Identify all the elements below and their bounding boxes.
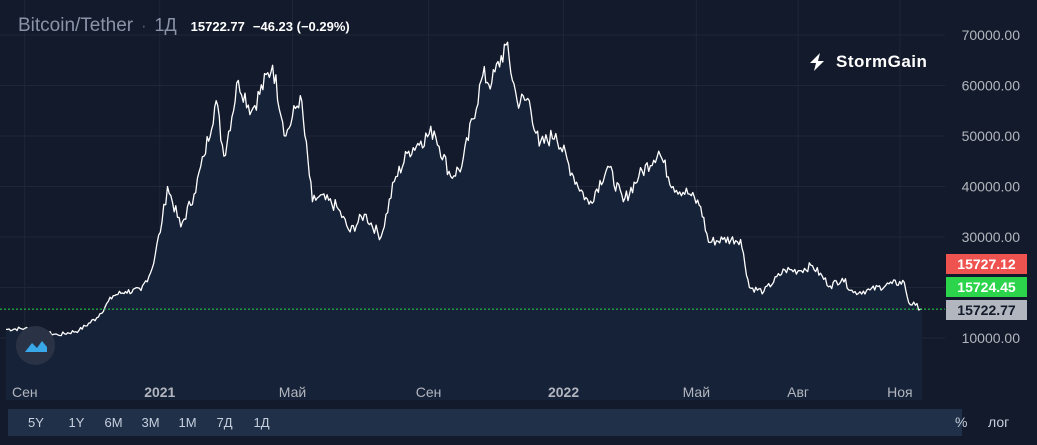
x-tick-label: Май [279,384,306,400]
stormgain-logo-icon [810,53,824,71]
range-button-1y[interactable]: 1Y [68,415,85,430]
x-tick-label: Авг [787,384,809,400]
last-price-badge: 15722.77 [946,300,1027,320]
price-change: −46.23 (−0.29%) [252,19,350,34]
price-chart[interactable]: 10000.0020000.0030000.0040000.0050000.00… [0,0,1037,400]
x-axis-ticks: Сен 2021 Май Сен 2022 Май Авг Ноя [12,384,913,400]
bid-price-badge: 15724.45 [946,277,1027,297]
y-tick-label: 10000.00 [962,330,1021,346]
x-tick-label: Май [683,384,710,400]
x-tick-label: 2022 [548,384,579,400]
y-tick-label: 70000.00 [962,27,1021,43]
x-tick-label: Ноя [887,384,912,400]
y-tick-label: 40000.00 [962,179,1021,195]
y-tick-label: 30000.00 [962,229,1021,245]
chart-header: Bitcoin/Tether · 1Д 15722.77 −46.23 (−0.… [18,15,350,37]
range-button-7d[interactable]: 7Д [216,415,233,430]
y-axis-ticks: 10000.0020000.0030000.0040000.0050000.00… [962,27,1021,346]
x-tick-label: Сен [416,384,442,400]
range-button-5y[interactable]: 5Y [28,415,44,430]
brand-name: StormGain [836,52,928,71]
tradingview-logo-icon[interactable] [16,326,55,365]
price-series-line [6,41,923,337]
ask-price-badge: 15727.12 [946,254,1027,274]
x-tick-label: 2021 [144,384,175,400]
log-scale-toggle[interactable]: лог [988,414,1010,430]
range-button-6m[interactable]: 6M [104,415,123,430]
timeframe-label[interactable]: 1Д [154,15,177,35]
range-button-1m[interactable]: 1M [178,415,197,430]
brand-logo: StormGain [806,51,927,73]
x-tick-label: Сен [12,384,38,400]
y-tick-label: 50000.00 [962,128,1021,144]
percent-scale-toggle[interactable]: % [955,414,968,430]
symbol-name: Bitcoin/Tether [18,15,134,36]
range-button-1d[interactable]: 1Д [253,415,270,430]
header-separator: · [141,18,147,35]
price-area-fill [6,42,922,400]
y-tick-label: 60000.00 [962,78,1021,94]
range-toolbar: 5Y 1Y 6M 3M 1M 7Д 1Д [8,409,962,436]
last-price: 15722.77 [190,19,245,34]
range-button-3m[interactable]: 3M [141,415,160,430]
